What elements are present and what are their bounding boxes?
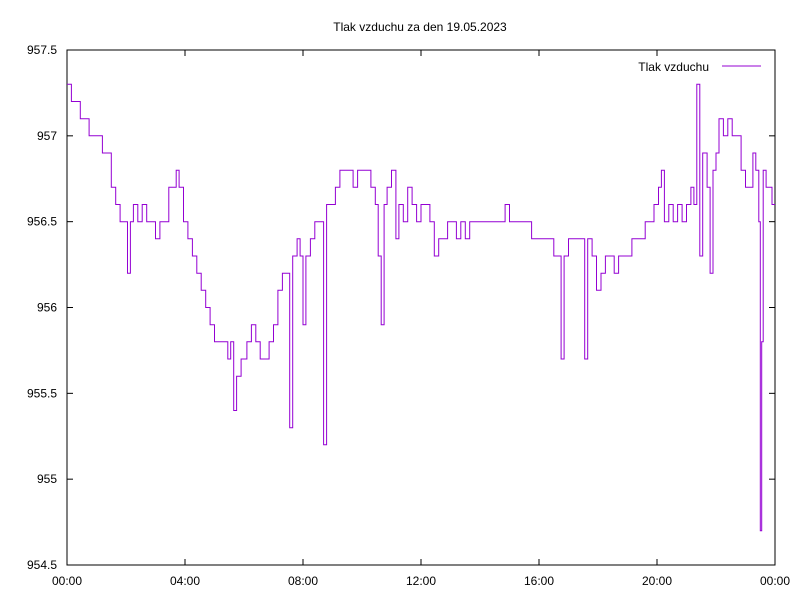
x-tick-label: 00:00	[52, 574, 82, 588]
legend: Tlak vzduchu	[638, 60, 761, 74]
x-tick-label: 04:00	[170, 574, 200, 588]
y-tick-label: 957.5	[27, 43, 57, 57]
y-tick-label: 956	[37, 301, 57, 315]
y-tick-label: 954.5	[27, 558, 57, 572]
y-tick-label: 955	[37, 472, 57, 486]
series-layer	[67, 83, 775, 532]
x-tick-label: 16:00	[524, 574, 554, 588]
x-tick-label: 08:00	[288, 574, 318, 588]
chart-title: Tlak vzduchu za den 19.05.2023	[333, 20, 507, 34]
x-tick-label: 20:00	[642, 574, 672, 588]
series-line-0	[67, 83, 775, 532]
y-tick-label: 956.5	[27, 215, 57, 229]
y-tick-label: 955.5	[27, 386, 57, 400]
y-tick-label: 957	[37, 129, 57, 143]
axes: 954.5 955 955.5 956 956.5 957 957.5 00:00 04:00 0…	[27, 43, 790, 588]
legend-label: Tlak vzduchu	[638, 60, 709, 74]
x-tick-label: 00:00	[760, 574, 790, 588]
x-tick-label: 12:00	[406, 574, 436, 588]
